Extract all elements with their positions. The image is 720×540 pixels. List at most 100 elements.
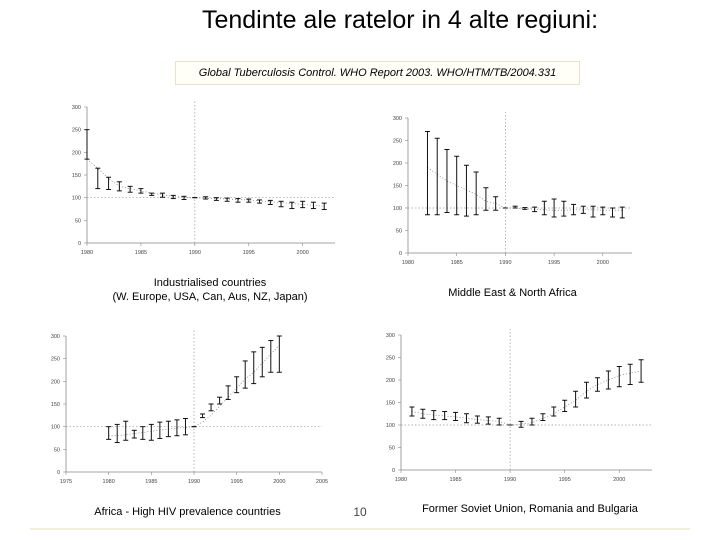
y-tick-label: 50 xyxy=(54,447,60,453)
error-bar xyxy=(278,200,284,208)
error-bar xyxy=(213,197,219,201)
error-bar xyxy=(540,413,546,421)
error-bar xyxy=(561,200,567,217)
x-tick-label: 1990 xyxy=(188,479,200,485)
x-tick-label: 2000 xyxy=(613,477,625,483)
y-tick-label: 0 xyxy=(57,470,60,476)
y-tick-label: 100 xyxy=(393,206,402,212)
error-bar xyxy=(276,335,282,373)
y-tick-label: 0 xyxy=(78,241,81,247)
x-tick-label: 2000 xyxy=(597,260,609,266)
error-bar xyxy=(463,164,469,217)
error-bar xyxy=(208,403,214,412)
y-tick-label: 100 xyxy=(72,196,81,202)
y-tick-label: 150 xyxy=(72,173,81,179)
y-tick-label: 100 xyxy=(386,423,395,429)
y-tick-label: 250 xyxy=(386,356,395,362)
error-bar xyxy=(522,207,528,210)
y-tick-label: 0 xyxy=(392,468,395,474)
slide-number: 10 xyxy=(353,505,367,519)
x-tick-label: 1995 xyxy=(548,260,560,266)
error-bar xyxy=(584,381,590,399)
error-bar xyxy=(181,195,187,200)
x-tick-label: 2000 xyxy=(273,479,285,485)
error-bar xyxy=(114,423,120,444)
error-bar xyxy=(157,421,163,439)
error-bar xyxy=(116,181,122,192)
y-tick-label: 300 xyxy=(393,116,402,122)
x-tick-label: 1995 xyxy=(559,477,571,483)
error-bar xyxy=(605,370,611,390)
error-bar xyxy=(300,200,306,209)
x-tick-label: 1980 xyxy=(402,260,414,266)
x-tick-label: 1990 xyxy=(499,260,511,266)
error-bar xyxy=(493,196,499,211)
error-bar xyxy=(580,205,586,214)
error-bar xyxy=(619,206,625,219)
caption-industrialised: Industrialised countries (W. Europe, USA… xyxy=(60,276,360,304)
caption-line-2: (W. Europe, USA, Can, Aus, NZ, Japan) xyxy=(112,291,308,303)
error-bar xyxy=(174,419,180,437)
error-bar xyxy=(267,199,273,205)
error-bar xyxy=(434,137,440,216)
error-bar xyxy=(170,194,176,200)
x-tick-label: 2000 xyxy=(297,250,309,256)
caption-line-1: Industrialised countries xyxy=(153,277,267,289)
error-bar xyxy=(106,176,112,191)
error-bar xyxy=(131,429,137,439)
error-bar xyxy=(532,206,538,213)
x-tick-label: 1980 xyxy=(103,479,115,485)
error-bar xyxy=(224,197,230,202)
error-bar xyxy=(257,199,263,204)
caption-line-1: Africa - High HIV prevalence countries xyxy=(94,506,281,518)
y-tick-label: 50 xyxy=(389,446,395,452)
error-bar xyxy=(259,346,265,378)
error-bar xyxy=(251,351,257,385)
y-tick-label: 100 xyxy=(51,425,60,431)
error-bar xyxy=(310,201,316,210)
error-bar xyxy=(571,203,577,216)
error-bar xyxy=(442,411,448,421)
error-bar xyxy=(616,366,622,388)
caption-middle-east: Middle East & North Africa xyxy=(400,286,625,300)
error-bar xyxy=(562,399,568,412)
error-bar xyxy=(140,426,146,440)
error-bar xyxy=(474,415,480,424)
error-bar xyxy=(200,413,206,419)
error-bar xyxy=(165,420,171,438)
x-tick-label: 2005 xyxy=(316,479,328,485)
y-tick-label: 200 xyxy=(386,378,395,384)
error-bar xyxy=(424,131,430,216)
error-bar xyxy=(225,385,231,400)
x-tick-label: 1990 xyxy=(189,250,201,256)
y-tick-label: 250 xyxy=(72,128,81,134)
x-tick-label: 1985 xyxy=(449,477,461,483)
error-bar xyxy=(431,410,437,421)
error-bar xyxy=(268,340,274,373)
error-bar xyxy=(518,420,524,428)
error-bar xyxy=(638,359,644,383)
error-bar xyxy=(159,192,165,198)
error-bar xyxy=(106,426,112,440)
caption-line-1: Middle East & North Africa xyxy=(448,287,577,299)
error-bar xyxy=(246,198,252,203)
x-tick-label: 1995 xyxy=(243,250,255,256)
error-bar xyxy=(242,360,248,389)
error-bar xyxy=(203,196,209,200)
error-bar xyxy=(289,201,295,210)
y-tick-label: 200 xyxy=(72,150,81,156)
error-bar xyxy=(627,363,633,385)
series-line xyxy=(411,370,642,426)
x-tick-label: 1980 xyxy=(395,477,407,483)
caption-former-soviet-union: Former Soviet Union, Romania and Bulgari… xyxy=(400,502,660,516)
error-bar xyxy=(95,167,101,190)
slide-title: Tendinte ale ratelor in 4 alte regiuni: xyxy=(201,6,599,34)
y-tick-label: 200 xyxy=(51,379,60,385)
error-bar xyxy=(551,198,557,218)
error-bar xyxy=(217,396,223,405)
error-bar xyxy=(123,420,129,441)
